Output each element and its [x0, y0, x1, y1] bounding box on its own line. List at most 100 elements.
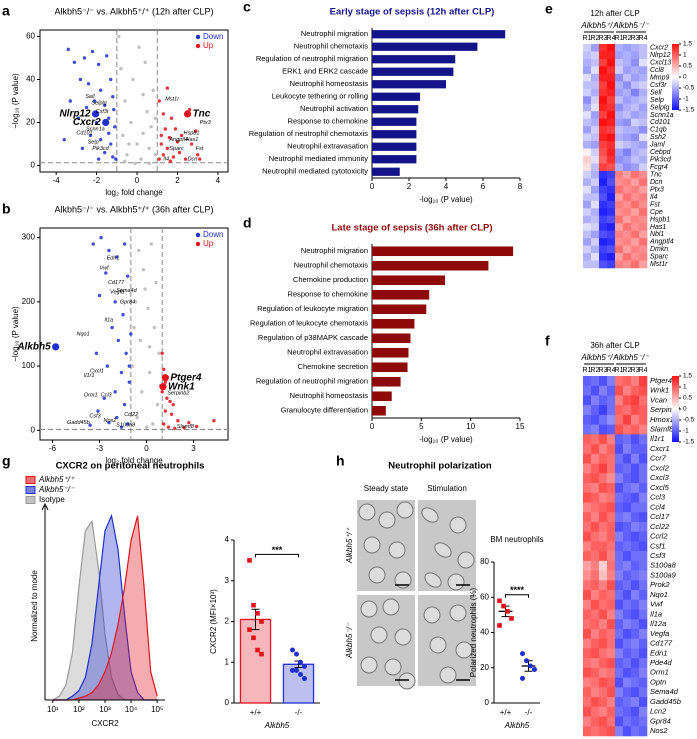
- x-tick-label: 10¹: [47, 705, 59, 714]
- y-tick-label: 60: [26, 32, 35, 41]
- gene-label: Sema4d: [650, 687, 679, 696]
- gene-label: Dcn: [188, 157, 198, 163]
- gene-label: Csf1: [650, 541, 665, 550]
- y-tick-label: 4: [225, 535, 230, 544]
- gene-label: Gpr84: [650, 716, 671, 725]
- x-tick-label: 10⁵: [151, 705, 163, 714]
- heat-cell: [615, 716, 624, 727]
- gene-label: Edn1: [107, 256, 120, 262]
- bar: [372, 246, 514, 257]
- heat-cell: [615, 245, 624, 254]
- x-tick-label: -/-: [525, 708, 533, 717]
- heat-cell: [615, 126, 624, 134]
- heat-cell: [639, 551, 648, 562]
- heat-cell: [639, 541, 648, 552]
- data-point: [121, 133, 125, 138]
- heat-cell: [615, 521, 624, 532]
- heat-cell: [639, 434, 648, 445]
- panel-label: h: [336, 453, 345, 469]
- heat-cell: [583, 658, 592, 669]
- data-point: [105, 54, 109, 58]
- data-point: [123, 99, 127, 103]
- cell: [429, 636, 447, 654]
- data-point: [247, 627, 252, 632]
- heat-cell: [599, 73, 608, 82]
- histogram-fill: [52, 515, 158, 700]
- heat-cell: [607, 697, 616, 708]
- heat-cell: [615, 148, 624, 157]
- heat-cell: [615, 405, 624, 416]
- heat-cell: [591, 66, 600, 75]
- data-point: [102, 396, 106, 400]
- column-label: R3: [599, 35, 608, 42]
- heat-cell: [615, 200, 624, 209]
- y-tick-label: 0: [485, 698, 490, 707]
- heat-cell: [639, 492, 648, 503]
- colorbar-label: -1.5: [683, 107, 695, 114]
- heat-cell: [623, 215, 632, 224]
- data-point: [88, 423, 92, 427]
- gene-label: Jaml: [649, 142, 665, 149]
- heat-cell: [599, 385, 608, 396]
- category-label: Neutrophil mediated immunity: [269, 154, 368, 163]
- data-point: [294, 667, 299, 673]
- heat-cell: [631, 111, 640, 119]
- data-point: [107, 420, 111, 425]
- data-point: [171, 155, 176, 159]
- data-point: [161, 112, 166, 116]
- heat-cell: [623, 81, 632, 90]
- heat-cell: [591, 677, 600, 688]
- bar: [372, 67, 454, 76]
- heat-cell: [599, 551, 608, 562]
- category-label: Neutrophil activation: [300, 104, 368, 113]
- heat-cell: [639, 141, 648, 149]
- heat-cell: [623, 253, 632, 261]
- colorbar-label: 0: [683, 406, 687, 413]
- x-tick-label: 6: [481, 182, 486, 191]
- column-label: R4: [639, 35, 648, 42]
- heat-cell: [631, 148, 640, 157]
- data-point: [255, 647, 260, 653]
- column-label: R1: [583, 35, 592, 42]
- data-point: [115, 255, 119, 259]
- heat-cell: [583, 483, 592, 494]
- x-tick-label: -2: [93, 176, 101, 185]
- category-label: Neutrophil chemotaxis: [294, 261, 368, 270]
- heat-cell: [623, 531, 632, 542]
- cell: [394, 628, 412, 646]
- heat-cell: [615, 66, 624, 75]
- heat-cell: [599, 178, 608, 187]
- heat-cell: [623, 628, 632, 640]
- heat-cell: [599, 51, 608, 60]
- heat-cell: [623, 492, 632, 503]
- colorbar-label: 0.5: [683, 395, 692, 402]
- heat-cell: [631, 215, 640, 224]
- heat-cell: [615, 599, 624, 610]
- heat-cell: [623, 599, 632, 610]
- heat-cell: [639, 208, 648, 217]
- heat-cell: [607, 580, 616, 591]
- heat-cell: [623, 677, 632, 688]
- heat-cell: [583, 141, 592, 149]
- heat-cell: [607, 444, 616, 455]
- heat-cell: [615, 444, 624, 455]
- heat-cell: [591, 51, 600, 60]
- heat-cell: [631, 483, 640, 494]
- x-tick-label: -6: [49, 444, 57, 453]
- bar: [372, 105, 419, 114]
- heat-cell: [583, 44, 592, 52]
- data-point: [127, 364, 131, 368]
- heat-cell: [599, 133, 608, 142]
- heat-cell: [639, 163, 648, 172]
- heat-cell: [599, 81, 608, 90]
- heat-cell: [591, 502, 600, 513]
- y-tick-label: 2: [225, 617, 230, 626]
- data-point: [98, 88, 103, 92]
- gene-label: Angptl4: [649, 239, 674, 246]
- gene-label: Wnk1: [168, 381, 195, 392]
- heat-cell: [615, 260, 624, 269]
- heat-cell: [583, 424, 592, 435]
- heat-cell: [631, 230, 640, 239]
- data-point: [497, 623, 502, 628]
